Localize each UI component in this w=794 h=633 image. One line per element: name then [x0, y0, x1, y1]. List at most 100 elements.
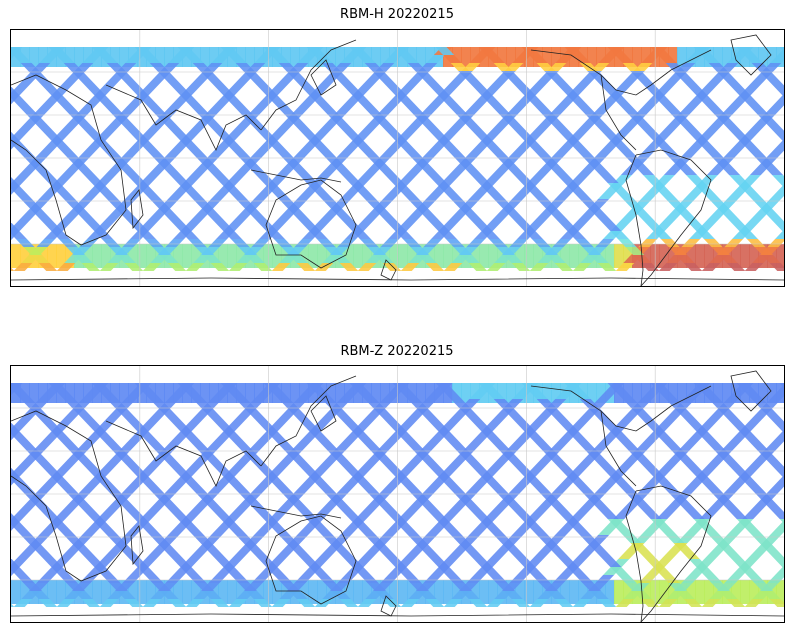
swath-segment [276, 503, 296, 511]
swath-segment [716, 543, 736, 551]
swath-segment [605, 471, 624, 479]
swath-segment [536, 63, 556, 71]
swath-segment [58, 575, 78, 583]
swath-segment [453, 583, 473, 591]
swath-segment [683, 463, 703, 471]
swath-segment [473, 559, 493, 567]
swath-segment [163, 487, 182, 495]
swath-segment [387, 223, 407, 231]
swath-segment [301, 423, 321, 431]
swath-segment [352, 431, 371, 439]
swath-segment [488, 439, 508, 447]
swath-segment [636, 487, 655, 495]
swath-cell [740, 580, 750, 604]
swath-segment [703, 575, 723, 583]
swath-segment [774, 559, 784, 567]
swath-cell [767, 47, 777, 67]
swath-segment [251, 215, 270, 223]
swath-segment [102, 415, 122, 423]
swath-segment [751, 63, 771, 71]
swath-segment [233, 487, 252, 495]
swath-segment [271, 599, 291, 607]
swath-segment [116, 455, 136, 463]
swath-segment [253, 463, 273, 471]
swath-cell [146, 580, 156, 604]
swath-segment [749, 151, 768, 159]
swath-segment [226, 511, 245, 519]
swath-segment [706, 167, 726, 175]
swath-segment [441, 175, 460, 183]
coast-arabia-india [105, 420, 262, 487]
swath-segment [76, 503, 96, 511]
swath-segment [269, 175, 288, 183]
swath-segment [423, 551, 442, 559]
swath-segment [643, 175, 662, 183]
swath-segment [589, 119, 609, 127]
swath-segment [317, 215, 336, 223]
swath-cell [29, 383, 39, 403]
swath-cell [29, 47, 39, 67]
swath-segment [681, 239, 701, 247]
swath-segment [362, 487, 381, 495]
swath-segment [82, 527, 101, 535]
swath-segment [777, 471, 784, 479]
swath-segment [598, 391, 617, 399]
swath-segment [754, 247, 774, 255]
swath-segment [177, 47, 197, 55]
coastlines-bottom [11, 370, 784, 622]
swath-segment [701, 391, 720, 399]
swath-segment [405, 151, 424, 159]
swath-segment [418, 255, 437, 263]
swath-segment [481, 95, 500, 103]
swath-segment [423, 239, 443, 247]
swath-segment [504, 591, 523, 599]
swath-segment [749, 167, 769, 175]
swath-segment [142, 463, 162, 471]
swath-segment [471, 175, 490, 183]
swath-cell [407, 244, 417, 268]
swath-segment [56, 599, 76, 607]
swath-segment [446, 215, 465, 223]
swath-cell [758, 383, 768, 403]
swath-segment [719, 591, 738, 599]
swath-segment [726, 463, 746, 471]
swath-segment [114, 207, 134, 215]
swath-segment [11, 519, 25, 527]
swath-segment [235, 63, 255, 71]
swath-segment [165, 239, 185, 247]
swath-segment [466, 103, 486, 111]
swath-cell [290, 47, 300, 67]
swath-segment [759, 407, 778, 415]
swath-segment [541, 159, 561, 167]
swath-segment [286, 71, 305, 79]
swath-segment [484, 175, 503, 183]
swath-segment [704, 415, 724, 423]
swath-segment [13, 463, 33, 471]
swath-segment [293, 79, 313, 87]
swath-segment [461, 255, 480, 263]
swath-segment [378, 151, 397, 159]
swath-segment [638, 103, 658, 111]
swath-segment [354, 143, 374, 151]
swath-segment [119, 167, 139, 175]
swath-segment [620, 151, 639, 159]
swath-segment [36, 575, 56, 583]
swath-segment [625, 247, 645, 255]
swath-segment [759, 207, 779, 215]
swath-segment [636, 151, 655, 159]
swath-segment [508, 415, 528, 423]
swath-segment [597, 127, 617, 135]
swath-segment [656, 175, 675, 183]
swath-cell [182, 244, 192, 268]
swath-segment [258, 87, 278, 95]
swath-cell [101, 580, 111, 604]
swath-segment [342, 175, 361, 183]
swath-segment [142, 263, 162, 271]
swath-segment [673, 207, 693, 215]
swath-segment [615, 191, 634, 199]
swath-cell [713, 383, 723, 403]
swath-segment [127, 511, 146, 519]
swath-segment [425, 599, 445, 607]
swath-segment [575, 551, 594, 559]
swath-segment [125, 527, 144, 535]
